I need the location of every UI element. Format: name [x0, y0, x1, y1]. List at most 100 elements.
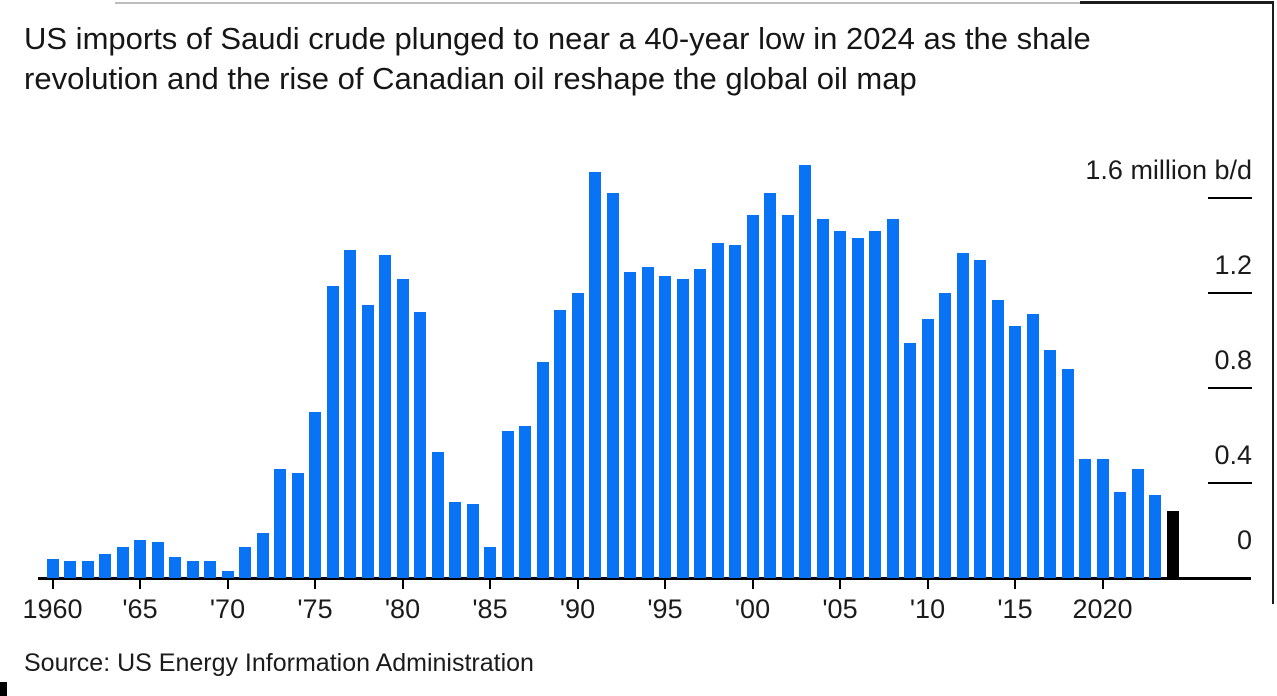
bar-2015 — [1009, 326, 1021, 578]
x-tick-1985 — [489, 580, 491, 589]
bar-1984 — [466, 504, 479, 578]
bar-1989 — [554, 310, 566, 578]
window-edge-right — [1272, 2, 1274, 604]
window-edge-top-light — [115, 2, 1080, 4]
bar-1986 — [501, 431, 514, 578]
bar-1988 — [536, 362, 549, 578]
bar-1990 — [571, 293, 584, 578]
bar-2024 — [1166, 511, 1179, 578]
x-label-1980: '80 — [384, 594, 421, 624]
x-tick-1975 — [314, 580, 316, 589]
headline-line-1: US imports of Saudi crude plunged to nea… — [24, 21, 1091, 56]
x-tick-1965 — [139, 580, 141, 589]
x-label-2015: '15 — [997, 594, 1033, 624]
bar-1963 — [99, 554, 111, 578]
x-label-1995: '95 — [647, 594, 683, 624]
bar-1979 — [379, 255, 391, 578]
bar-1981 — [414, 312, 426, 578]
bar-1960 — [46, 559, 59, 578]
bar-1961 — [64, 561, 76, 578]
bar-1970 — [221, 571, 234, 578]
bar-2021 — [1114, 492, 1126, 578]
bar-2004 — [816, 219, 829, 578]
bar-2005 — [834, 231, 846, 578]
bar-1999 — [729, 245, 741, 578]
bar-1965 — [134, 540, 146, 578]
bar-1980 — [396, 279, 409, 578]
bar-2000 — [746, 215, 759, 578]
bar-1982 — [431, 452, 444, 578]
x-tick-1970 — [226, 580, 229, 589]
bar-2003 — [799, 165, 811, 578]
bar-2020 — [1096, 459, 1109, 578]
bar-1994 — [641, 267, 654, 578]
y-label-0: 0 — [1236, 525, 1252, 555]
bar-1974 — [291, 473, 304, 578]
bar-1992 — [606, 193, 619, 578]
x-label-1970: '70 — [209, 594, 246, 624]
x-tick-2005 — [839, 580, 841, 589]
x-label-2020: 2020 — [1072, 594, 1133, 624]
bar-2019 — [1079, 459, 1091, 578]
bar-2013 — [974, 260, 986, 578]
chart-headline: US imports of Saudi crude plunged to nea… — [24, 19, 1091, 99]
bar-2017 — [1044, 350, 1056, 578]
bar-1995 — [659, 276, 671, 578]
x-tick-2020 — [1101, 580, 1104, 589]
bar-1975 — [309, 412, 321, 578]
bar-2022 — [1131, 469, 1144, 578]
x-tick-1960 — [51, 580, 54, 589]
x-tick-1980 — [401, 580, 404, 589]
bar-1964 — [116, 547, 129, 578]
x-label-1960: 1960 — [22, 594, 83, 624]
x-label-1985: '85 — [472, 594, 508, 624]
bar-1962 — [81, 561, 94, 578]
bar-2009 — [904, 343, 916, 578]
window-edge-top-dark — [1080, 1, 1274, 4]
bar-2014 — [991, 300, 1004, 578]
bar-1983 — [449, 502, 461, 578]
bar-1968 — [186, 561, 199, 578]
x-label-1990: '90 — [559, 594, 596, 624]
headline-line-2: revolution and the rise of Canadian oil … — [24, 61, 917, 96]
y-tick-0.8 — [1208, 387, 1252, 389]
bar-2006 — [851, 238, 864, 578]
bar-2008 — [886, 219, 899, 578]
x-label-1975: '75 — [297, 594, 333, 624]
bar-1998 — [711, 243, 724, 578]
bar-1991 — [589, 172, 601, 578]
x-tick-1990 — [576, 580, 579, 589]
bar-2023 — [1149, 495, 1161, 578]
bar-1966 — [151, 542, 164, 578]
bar-2007 — [869, 231, 881, 578]
source-note: Source: US Energy Information Administra… — [24, 649, 534, 677]
x-tick-2000 — [751, 580, 754, 589]
x-axis-line — [38, 577, 1251, 580]
bar-1993 — [624, 272, 636, 578]
bar-2018 — [1061, 369, 1074, 578]
x-label-2005: '05 — [822, 594, 858, 624]
x-tick-2010 — [926, 580, 929, 589]
y-label-0-8: 0.8 — [1214, 345, 1252, 375]
y-tick-1.2 — [1208, 292, 1252, 294]
bar-1967 — [169, 557, 181, 578]
bar-1971 — [239, 547, 251, 578]
bar-2016 — [1026, 314, 1039, 578]
bar-2012 — [956, 253, 969, 578]
y-tick-0.4 — [1208, 482, 1252, 484]
bar-1985 — [484, 547, 496, 578]
bar-2001 — [764, 193, 776, 578]
bar-1987 — [519, 426, 531, 578]
x-label-1965: '65 — [122, 594, 158, 624]
y-label-0-4: 0.4 — [1214, 440, 1252, 470]
bar-2010 — [921, 319, 934, 578]
bar-1969 — [204, 561, 216, 578]
bar-1996 — [676, 279, 689, 578]
x-tick-1995 — [664, 580, 666, 589]
x-label-2010: '10 — [909, 594, 946, 624]
y-label-1-6: 1.6 million b/d — [1085, 155, 1252, 185]
screenshot-corner-mark — [0, 682, 7, 696]
bar-1977 — [344, 250, 356, 578]
